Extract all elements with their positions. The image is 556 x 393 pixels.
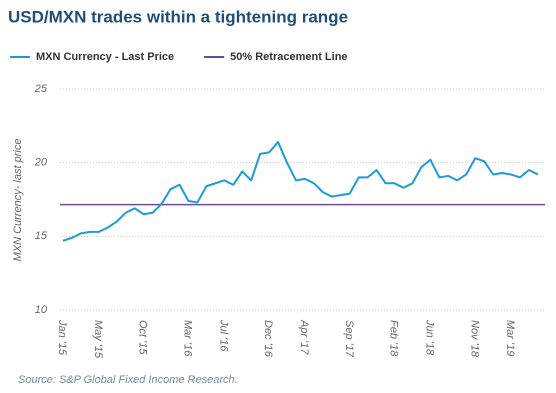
- x-tick-label: May '15: [92, 320, 104, 359]
- x-tick-label: Apr '17: [298, 319, 310, 355]
- x-tick-label: Mar '19: [504, 320, 516, 356]
- y-tick-label: 25: [34, 83, 48, 95]
- y-tick-label: 10: [35, 304, 48, 316]
- legend-label: MXN Currency - Last Price: [36, 51, 174, 63]
- y-tick-label: 15: [35, 230, 48, 242]
- x-tick-label: Jan '15: [56, 319, 68, 356]
- x-tick-label: Dec '16: [262, 320, 274, 358]
- x-tick-label: Jun '18: [423, 319, 435, 356]
- x-tick-label: Jul '16: [217, 319, 229, 352]
- source-note: Source: S&P Global Fixed Income Research…: [18, 374, 238, 386]
- x-tick-label: Nov '18: [468, 320, 480, 358]
- x-tick-label: Oct '15: [137, 320, 149, 355]
- x-tick-label: Mar '16: [182, 320, 194, 357]
- y-tick-label: 20: [34, 157, 48, 169]
- price-line: [62, 141, 539, 242]
- x-tick-label: Sep '17: [343, 320, 355, 358]
- x-tick-label: Feb '18: [388, 320, 400, 357]
- legend-label: 50% Retracement Line: [230, 51, 347, 63]
- chart-title: USD/MXN trades within a tightening range: [8, 7, 348, 26]
- y-axis-label: MXN Currency- last price: [12, 139, 24, 262]
